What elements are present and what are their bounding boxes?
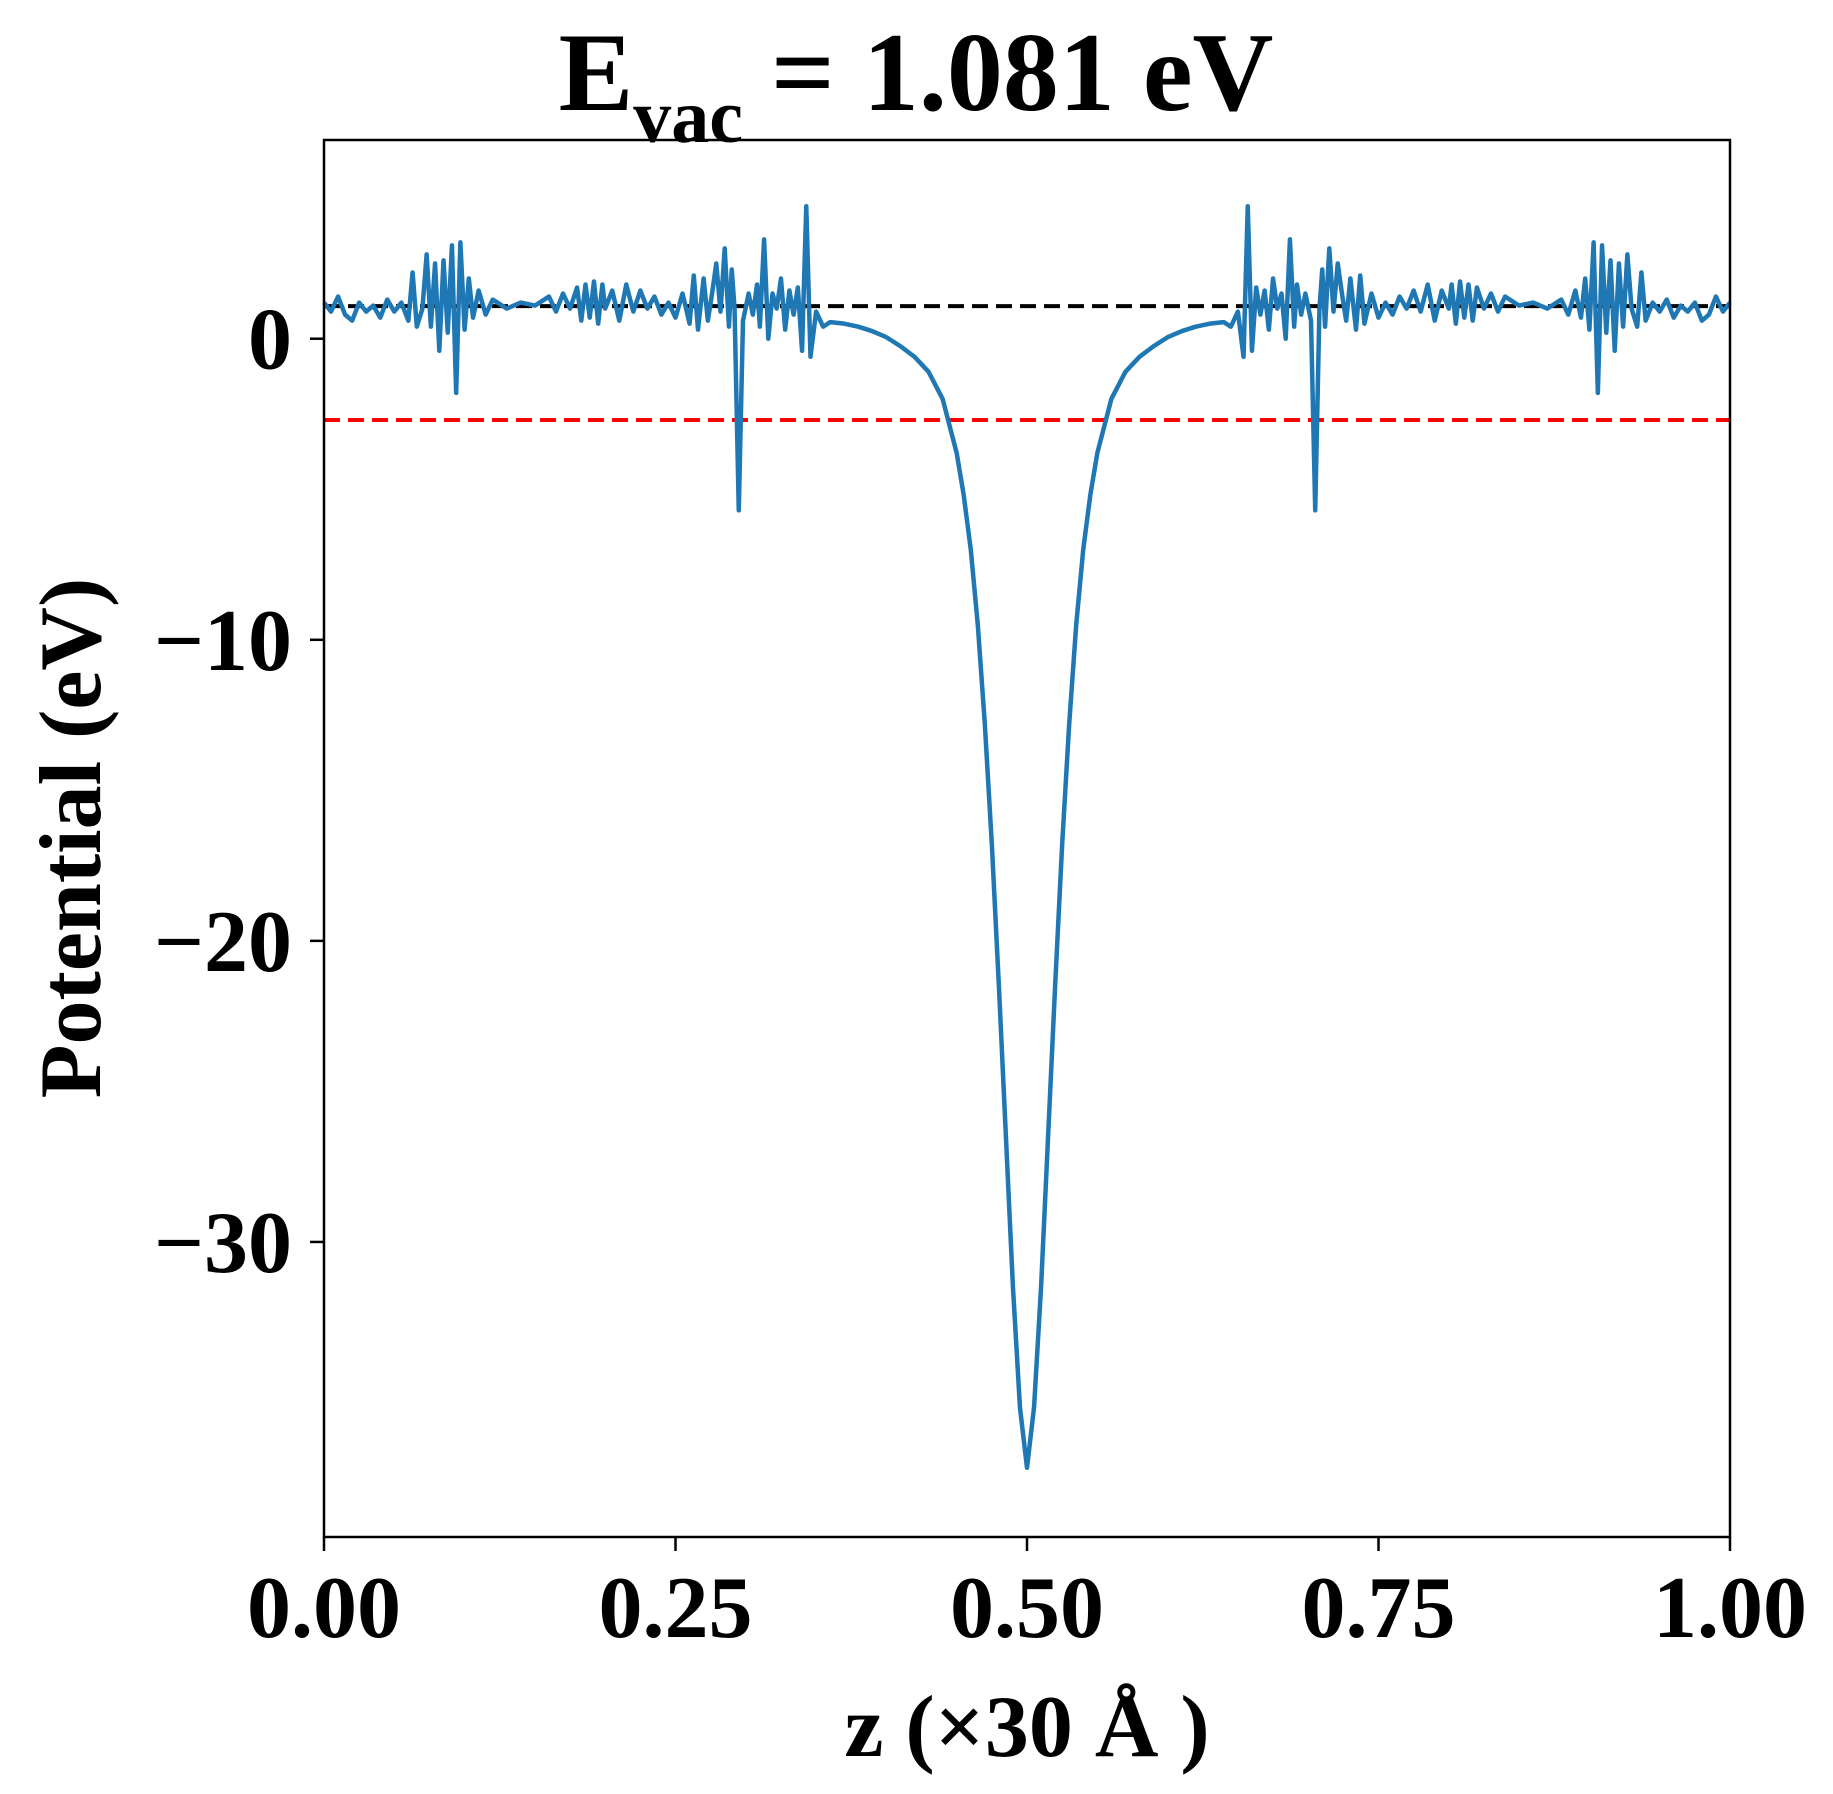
x-tick-label-0: 0.00 [247,1560,401,1657]
y-tick-label-1: −10 [154,593,292,690]
plot-layer [322,203,1732,1470]
tick-layer: 0.00 0.25 0.50 0.75 1.00 0 −10 −20 −30 [154,292,1807,1657]
x-tick-label-4: 1.00 [1653,1560,1807,1657]
x-tick-label-1: 0.25 [599,1560,753,1657]
chart-title-main: E [559,11,634,135]
series-line-0 [322,203,1732,1470]
y-tick-label-2: −20 [154,894,292,991]
x-tick-label-2: 0.50 [950,1560,1104,1657]
chart-title-rest: = 1.081 eV [743,11,1273,135]
y-tick-label-0: 0 [248,292,292,389]
y-tick-label-3: −30 [154,1195,292,1292]
chart-title-subscript: vac [633,75,743,159]
chart-title: Evac = 1.081 eV [559,11,1274,159]
y-axis-label: Potential (eV) [23,578,120,1098]
plot-frame [322,138,1732,1539]
x-axis-label: z (×30 Å ) [844,1679,1209,1776]
x-tick-label-3: 0.75 [1302,1560,1456,1657]
